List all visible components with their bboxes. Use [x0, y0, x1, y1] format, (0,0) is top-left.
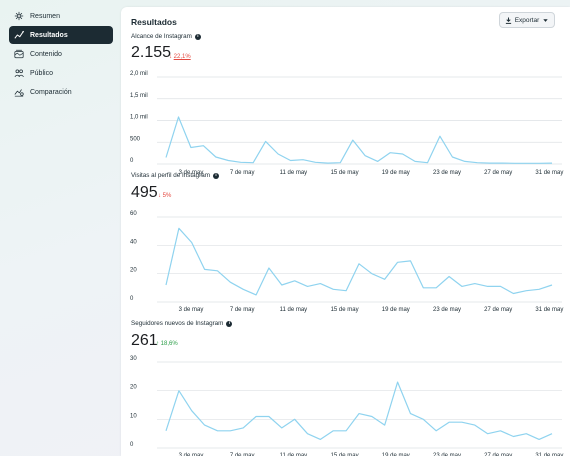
metric-label-profile-visits: Visitas al perfil de Instagram i [131, 172, 219, 179]
y-tick-label: 20 [130, 385, 137, 391]
x-tick-label: 7 de may [230, 453, 255, 456]
x-tick-label: 15 de may [331, 170, 359, 176]
x-tick-label: 3 de may [179, 307, 204, 313]
y-tick-label: 1,5 mil [130, 93, 148, 99]
sidebar-item-publico[interactable]: Público [9, 64, 113, 82]
y-tick-label: 40 [130, 239, 137, 245]
x-tick-label: 31 de may [535, 453, 563, 456]
sidebar-item-label: Resultados [30, 31, 68, 39]
metric-change-reach: ↓ 22,1% [169, 54, 191, 60]
x-tick-label: 19 de may [382, 170, 410, 176]
sidebar-item-label: Contenido [30, 50, 62, 58]
caret-down-icon [543, 18, 548, 22]
compare-icon [13, 86, 25, 98]
x-tick-label: 27 de may [484, 453, 512, 456]
sparkle-icon [13, 10, 25, 22]
y-tick-label: 0 [130, 158, 134, 164]
export-button[interactable]: Exportar [499, 12, 555, 28]
x-tick-label: 3 de may [179, 453, 204, 456]
metric-value-new-followers: 261 [131, 332, 158, 349]
sidebar-item-label: Comparación [30, 88, 72, 96]
arrow-up-icon: ↑ [156, 341, 159, 347]
sidebar-item-label: Resumen [30, 12, 60, 20]
series-line[interactable] [165, 116, 553, 164]
x-tick-label: 15 de may [331, 453, 359, 456]
export-label: Exportar [514, 16, 540, 24]
x-tick-label: 23 de may [433, 170, 461, 176]
x-tick-label: 27 de may [484, 307, 512, 313]
metric-title: Seguidores nuevos de Instagram [131, 320, 224, 327]
y-tick-label: 0 [130, 296, 134, 302]
metric-label-new-followers: Seguidores nuevos de Instagram i [131, 320, 233, 327]
x-tick-label: 31 de may [535, 307, 563, 313]
x-tick-label: 27 de may [484, 170, 512, 176]
y-tick-label: 1,0 mil [130, 115, 148, 121]
sidebar-nav: Resumen Resultados Contenido Público Com… [0, 0, 120, 456]
x-tick-label: 11 de may [280, 170, 308, 176]
page-title: Resultados [131, 17, 177, 27]
x-tick-label: 11 de may [280, 453, 308, 456]
change-percent: 5% [162, 193, 172, 199]
y-tick-label: 20 [130, 268, 137, 274]
arrow-down-icon: ↓ [158, 193, 161, 199]
metric-change-new-followers: ↑ 18,6% [156, 341, 178, 347]
series-line[interactable] [165, 227, 553, 296]
content-stack-icon [13, 48, 25, 60]
sidebar-item-resultados[interactable]: Resultados [9, 26, 113, 44]
profile-visits-line-chart: 0 20 40 60 3 de may 7 de may 11 de may 15 de ma… [130, 211, 563, 313]
x-tick-label: 31 de may [535, 170, 563, 176]
x-tick-label: 7 de may [230, 307, 255, 313]
info-icon[interactable]: i [226, 320, 233, 327]
x-tick-label: 3 de may [179, 170, 204, 176]
x-tick-label: 7 de may [230, 170, 255, 176]
metric-value-profile-visits: 495 [131, 184, 158, 201]
x-tick-label: 15 de may [331, 307, 359, 313]
new-followers-line-chart: 0 10 20 30 3 de may 7 de may 11 de may 15 de ma… [130, 356, 563, 456]
reach-line-chart: 0 500 1,0 mil 1,5 mil 2,0 mil 3 de may 7 de ma… [130, 71, 563, 176]
metric-title: Visitas al perfil de Instagram [131, 172, 210, 179]
trend-line-icon [13, 29, 25, 41]
change-percent[interactable]: 22,1% [173, 54, 191, 60]
results-panel: Resultados Exportar Alcance de Instagram… [121, 7, 570, 456]
x-tick-label: 19 de may [382, 453, 410, 456]
x-tick-label: 11 de may [280, 307, 308, 313]
sidebar-item-resumen[interactable]: Resumen [9, 7, 113, 25]
y-tick-label: 2,0 mil [130, 71, 148, 77]
y-tick-label: 500 [130, 136, 141, 142]
audience-icon [13, 67, 25, 79]
y-tick-label: 0 [130, 442, 134, 448]
arrow-down-icon: ↓ [169, 54, 172, 60]
download-icon [505, 16, 511, 24]
change-percent: 18,6% [160, 341, 178, 347]
info-icon[interactable]: i [212, 172, 219, 179]
sidebar-item-contenido[interactable]: Contenido [9, 45, 113, 63]
metric-value-reach: 2.155 [131, 44, 172, 61]
sidebar-item-label: Público [30, 69, 53, 77]
y-tick-label: 30 [130, 356, 137, 362]
metric-title: Alcance de Instagram [131, 33, 192, 40]
sidebar-item-comparacion[interactable]: Comparación [9, 83, 113, 101]
metric-label-reach: Alcance de Instagram i [131, 33, 201, 40]
x-tick-label: 23 de may [433, 453, 461, 456]
y-tick-label: 60 [130, 211, 137, 217]
metric-change-profile-visits: ↓ 5% [158, 193, 171, 199]
y-tick-label: 10 [130, 413, 137, 419]
info-icon[interactable]: i [194, 33, 201, 40]
x-tick-label: 19 de may [382, 307, 410, 313]
series-line[interactable] [165, 381, 553, 441]
x-tick-label: 23 de may [433, 307, 461, 313]
